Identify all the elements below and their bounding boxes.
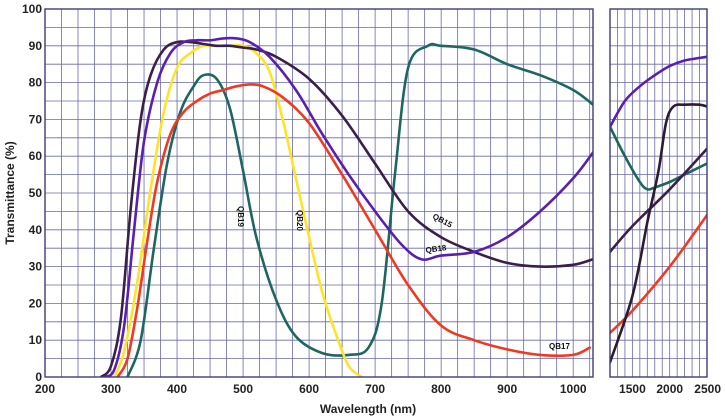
x-axis-label: Wavelength (nm) <box>320 402 416 416</box>
main-panel-frame <box>44 8 594 378</box>
x-tick-label: 600 <box>299 382 319 396</box>
curve-label-qb18: QB18 <box>425 243 447 255</box>
x-tick-label: 2000 <box>656 382 683 396</box>
x-tick-label: 2500 <box>694 382 721 396</box>
y-tick-label: 90 <box>29 39 43 53</box>
x-tick-label: 1000 <box>560 382 587 396</box>
x-tick-label: 800 <box>431 382 451 396</box>
y-tick-label: 30 <box>29 260 43 274</box>
series-line-qb17-extended <box>610 213 707 335</box>
x-tick-label: 500 <box>233 382 253 396</box>
y-tick-label: 0 <box>35 370 42 384</box>
y-tick-label: 70 <box>29 112 43 126</box>
x-tick-label: 700 <box>365 382 385 396</box>
series-line-qb18 <box>103 36 593 377</box>
series-line-qb17 <box>116 83 591 377</box>
x-tick-label: 400 <box>167 382 187 396</box>
curve-label-qb17: QB17 <box>549 342 570 351</box>
x-tick-label: 200 <box>35 382 55 396</box>
y-tick-label: 60 <box>29 149 43 163</box>
x-tick-labels: 200 300 400 500 600 700 800 900 1000 1500 2000 2500 <box>35 382 721 396</box>
series-line-qb19 <box>126 42 593 377</box>
y-tick-label: 20 <box>29 296 43 310</box>
x-tick-label: 300 <box>101 382 121 396</box>
curves <box>99 36 707 377</box>
extended-panel-frame <box>609 8 708 378</box>
y-tick-label: 40 <box>29 223 43 237</box>
y-tick-label: 80 <box>29 76 43 90</box>
series-line-unlabeled-extended <box>610 103 707 364</box>
x-tick-label: 1500 <box>619 382 646 396</box>
curve-label-qb19: QB19 <box>236 206 245 227</box>
y-tick-labels: 0 10 20 30 40 50 60 70 80 90 100 <box>22 2 42 384</box>
extended-panel-grid <box>610 9 707 377</box>
series-line-qb18-extended <box>610 55 707 129</box>
y-tick-label: 100 <box>22 2 42 16</box>
panel-frames <box>44 8 708 378</box>
y-axis-label: Transmittance (%) <box>3 141 17 244</box>
y-tick-label: 50 <box>29 186 43 200</box>
curve-label-qb20: QB20 <box>295 210 304 231</box>
y-tick-label: 10 <box>29 333 43 347</box>
x-tick-label: 900 <box>497 382 517 396</box>
